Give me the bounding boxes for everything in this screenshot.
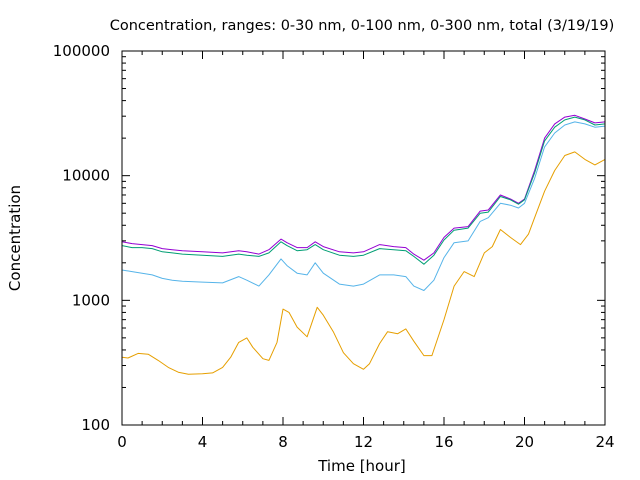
x-tick-label: 8 — [278, 433, 288, 451]
y-tick-label: 10000 — [62, 167, 110, 185]
series-layer — [121, 114, 606, 375]
x-axis-title: Time [hour] — [317, 457, 406, 475]
y-tick-label: 1000 — [72, 291, 110, 309]
series-line-3 — [121, 121, 606, 291]
series-line-4 — [121, 151, 606, 375]
x-tick-label: 24 — [595, 433, 614, 451]
x-tick-label: 16 — [434, 433, 453, 451]
x-tick-label: 20 — [515, 433, 534, 451]
x-tick-label: 0 — [117, 433, 127, 451]
y-axis: 100 1000 10000 100000 — [53, 42, 605, 434]
x-tick-label: 12 — [354, 433, 373, 451]
series-line-1 — [121, 114, 606, 261]
plot-frame — [121, 50, 606, 426]
x-tick-label: 4 — [198, 433, 208, 451]
chart-title: Concentration, ranges: 0-30 nm, 0-100 nm… — [110, 18, 615, 34]
y-tick-label: 100 — [81, 416, 110, 434]
x-axis: 0 4 8 12 16 20 24 — [117, 51, 615, 451]
y-axis-title: Concentration — [6, 185, 24, 291]
series-line-2 — [121, 116, 606, 265]
y-tick-label: 100000 — [53, 42, 110, 60]
